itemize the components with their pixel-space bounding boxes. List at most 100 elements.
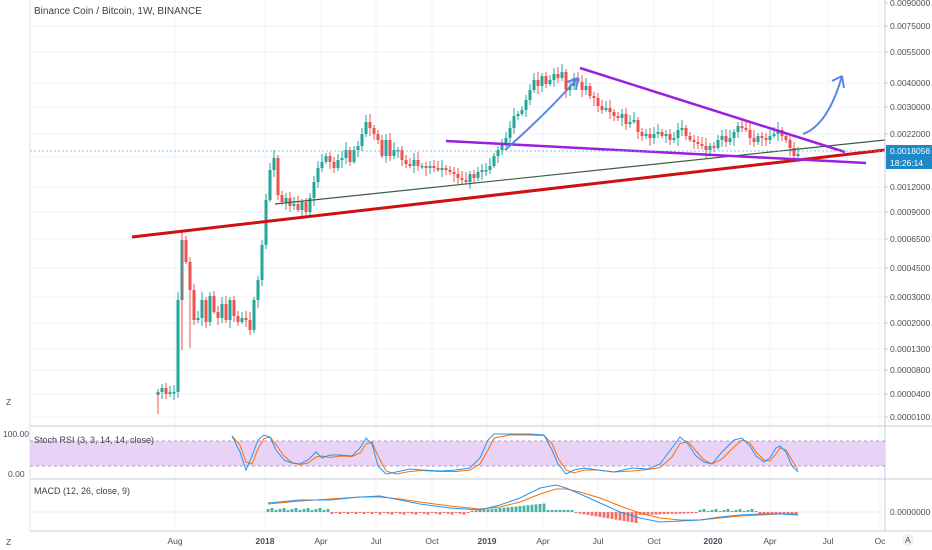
candle-body	[208, 296, 212, 322]
macd-histogram-bar	[554, 510, 558, 512]
candle-body	[436, 168, 440, 170]
macd-histogram-bar	[426, 512, 430, 515]
candle-body	[716, 140, 720, 148]
candle-body	[616, 116, 620, 118]
candle-body	[324, 156, 328, 162]
current-price-tag	[886, 145, 932, 157]
candle-body	[176, 300, 180, 392]
price-gridlines	[30, 25, 885, 418]
stoch-k-line	[231, 433, 799, 475]
time-tick-label: Apr	[536, 536, 549, 546]
candle-body	[272, 158, 276, 170]
auto-scale-button[interactable]	[902, 534, 914, 546]
macd-histogram-bar	[790, 512, 794, 514]
arrow-blue-1[interactable]	[504, 77, 579, 151]
macd-histogram-bar	[494, 508, 498, 512]
candle-body	[440, 168, 444, 170]
macd-histogram-bar	[782, 512, 786, 514]
zoom-toggle-icon[interactable]: Z	[6, 537, 11, 547]
macd-histogram-bar	[762, 512, 766, 515]
candle-body	[512, 116, 516, 128]
macd-line	[267, 484, 799, 523]
candle-body	[224, 304, 228, 320]
candle-body	[520, 110, 524, 114]
time-tick-label: Aug	[167, 536, 182, 546]
candle-body	[760, 136, 764, 138]
macd-histogram-bar	[278, 509, 282, 512]
macd-histogram-bar	[734, 510, 738, 512]
candle-body	[164, 388, 168, 394]
macd-histogram-bar	[610, 512, 614, 519]
auto-scale-label[interactable]: A	[905, 535, 911, 545]
arrow-blue-2[interactable]	[802, 75, 843, 135]
candle-body	[268, 170, 272, 200]
macd-histogram-bar	[386, 512, 390, 514]
macd-histogram-bar	[446, 512, 450, 514]
candle-body	[308, 198, 312, 212]
macd-histogram-bar	[482, 509, 486, 512]
candle-body	[704, 146, 708, 150]
macd-histogram-bar	[350, 512, 354, 513]
candle-body	[768, 136, 772, 140]
time-tick-label: Oct	[647, 536, 661, 546]
price-tick-label: 0.0000400	[890, 389, 930, 399]
left-axis-z-icon[interactable]: Z	[6, 397, 11, 407]
candle-body	[220, 304, 224, 318]
macd-histogram-bar	[326, 509, 330, 512]
time-tick-label: Apr	[763, 536, 776, 546]
macd-histogram-bar	[770, 512, 774, 515]
macd-histogram-bar	[678, 512, 682, 514]
macd-histogram-bar	[498, 508, 502, 512]
trendline-purple-upper[interactable]	[579, 66, 846, 154]
macd-histogram-bar	[586, 512, 590, 515]
candle-body	[772, 134, 776, 136]
candle-body	[544, 76, 548, 84]
macd-histogram-bar	[414, 512, 418, 515]
symbol-title[interactable]: Binance Coin / Bitcoin, 1W, BINANCE	[34, 6, 202, 17]
macd-histogram-bar	[614, 512, 618, 520]
macd-histogram-bar	[422, 512, 426, 514]
stoch-lower-label: 0.00	[8, 469, 25, 479]
candle-body	[204, 300, 208, 322]
macd-histogram-bar	[778, 512, 782, 515]
candle-body	[200, 300, 204, 318]
macd-histogram-bar	[366, 512, 370, 513]
macd-histogram-bar	[710, 510, 714, 512]
candle-body	[192, 290, 196, 320]
candle-body	[444, 168, 448, 170]
candle-body	[660, 132, 664, 136]
macd-histogram-bar	[690, 512, 694, 514]
macd-histogram-bar	[626, 512, 630, 522]
macd-histogram-bar	[306, 508, 310, 512]
candle-body	[320, 162, 324, 168]
candle-body	[644, 134, 648, 136]
candle-body	[416, 160, 420, 166]
time-tick-label: Jul	[371, 536, 382, 546]
arrow-blue-1-head	[566, 77, 579, 91]
macd-histogram-bar	[302, 509, 306, 512]
macd-histogram-bar	[666, 512, 670, 515]
candle-body	[336, 160, 340, 168]
macd-title[interactable]: MACD (12, 26, close, 9)	[34, 486, 130, 496]
macd-histogram-bar	[526, 505, 530, 512]
candle-body	[248, 320, 252, 330]
macd-histogram-bar	[706, 511, 710, 512]
countdown-tag	[886, 157, 932, 169]
macd-histogram-bar	[530, 504, 534, 512]
time-axis[interactable]: Aug 2018 Apr Jul Oct 2019 Apr Jul Oct 2020 Apr Jul O…	[167, 536, 886, 546]
macd-histogram-bar	[658, 512, 662, 515]
macd-histogram-bar	[574, 512, 578, 513]
current-price-label: 0.0018056	[890, 146, 930, 156]
candle-body	[556, 74, 560, 78]
candle-body	[764, 138, 768, 140]
price-axis[interactable]: 0.0090000 0.0075000 0.0055000 0.0040000 0.00…	[885, 0, 930, 422]
stoch-rsi-title[interactable]: Stoch RSI (3, 3, 14, 14, close)	[34, 435, 154, 445]
trendline-red[interactable]	[131, 148, 886, 239]
candle-body	[668, 134, 672, 140]
price-tick-label: 0.0006500	[890, 234, 930, 244]
macd-histogram-bar	[294, 508, 298, 512]
stoch-upper-label: 100.00	[3, 429, 29, 439]
trendline-purple-lower[interactable]	[445, 139, 867, 165]
candle-body	[276, 158, 280, 195]
candle-body	[664, 134, 668, 136]
